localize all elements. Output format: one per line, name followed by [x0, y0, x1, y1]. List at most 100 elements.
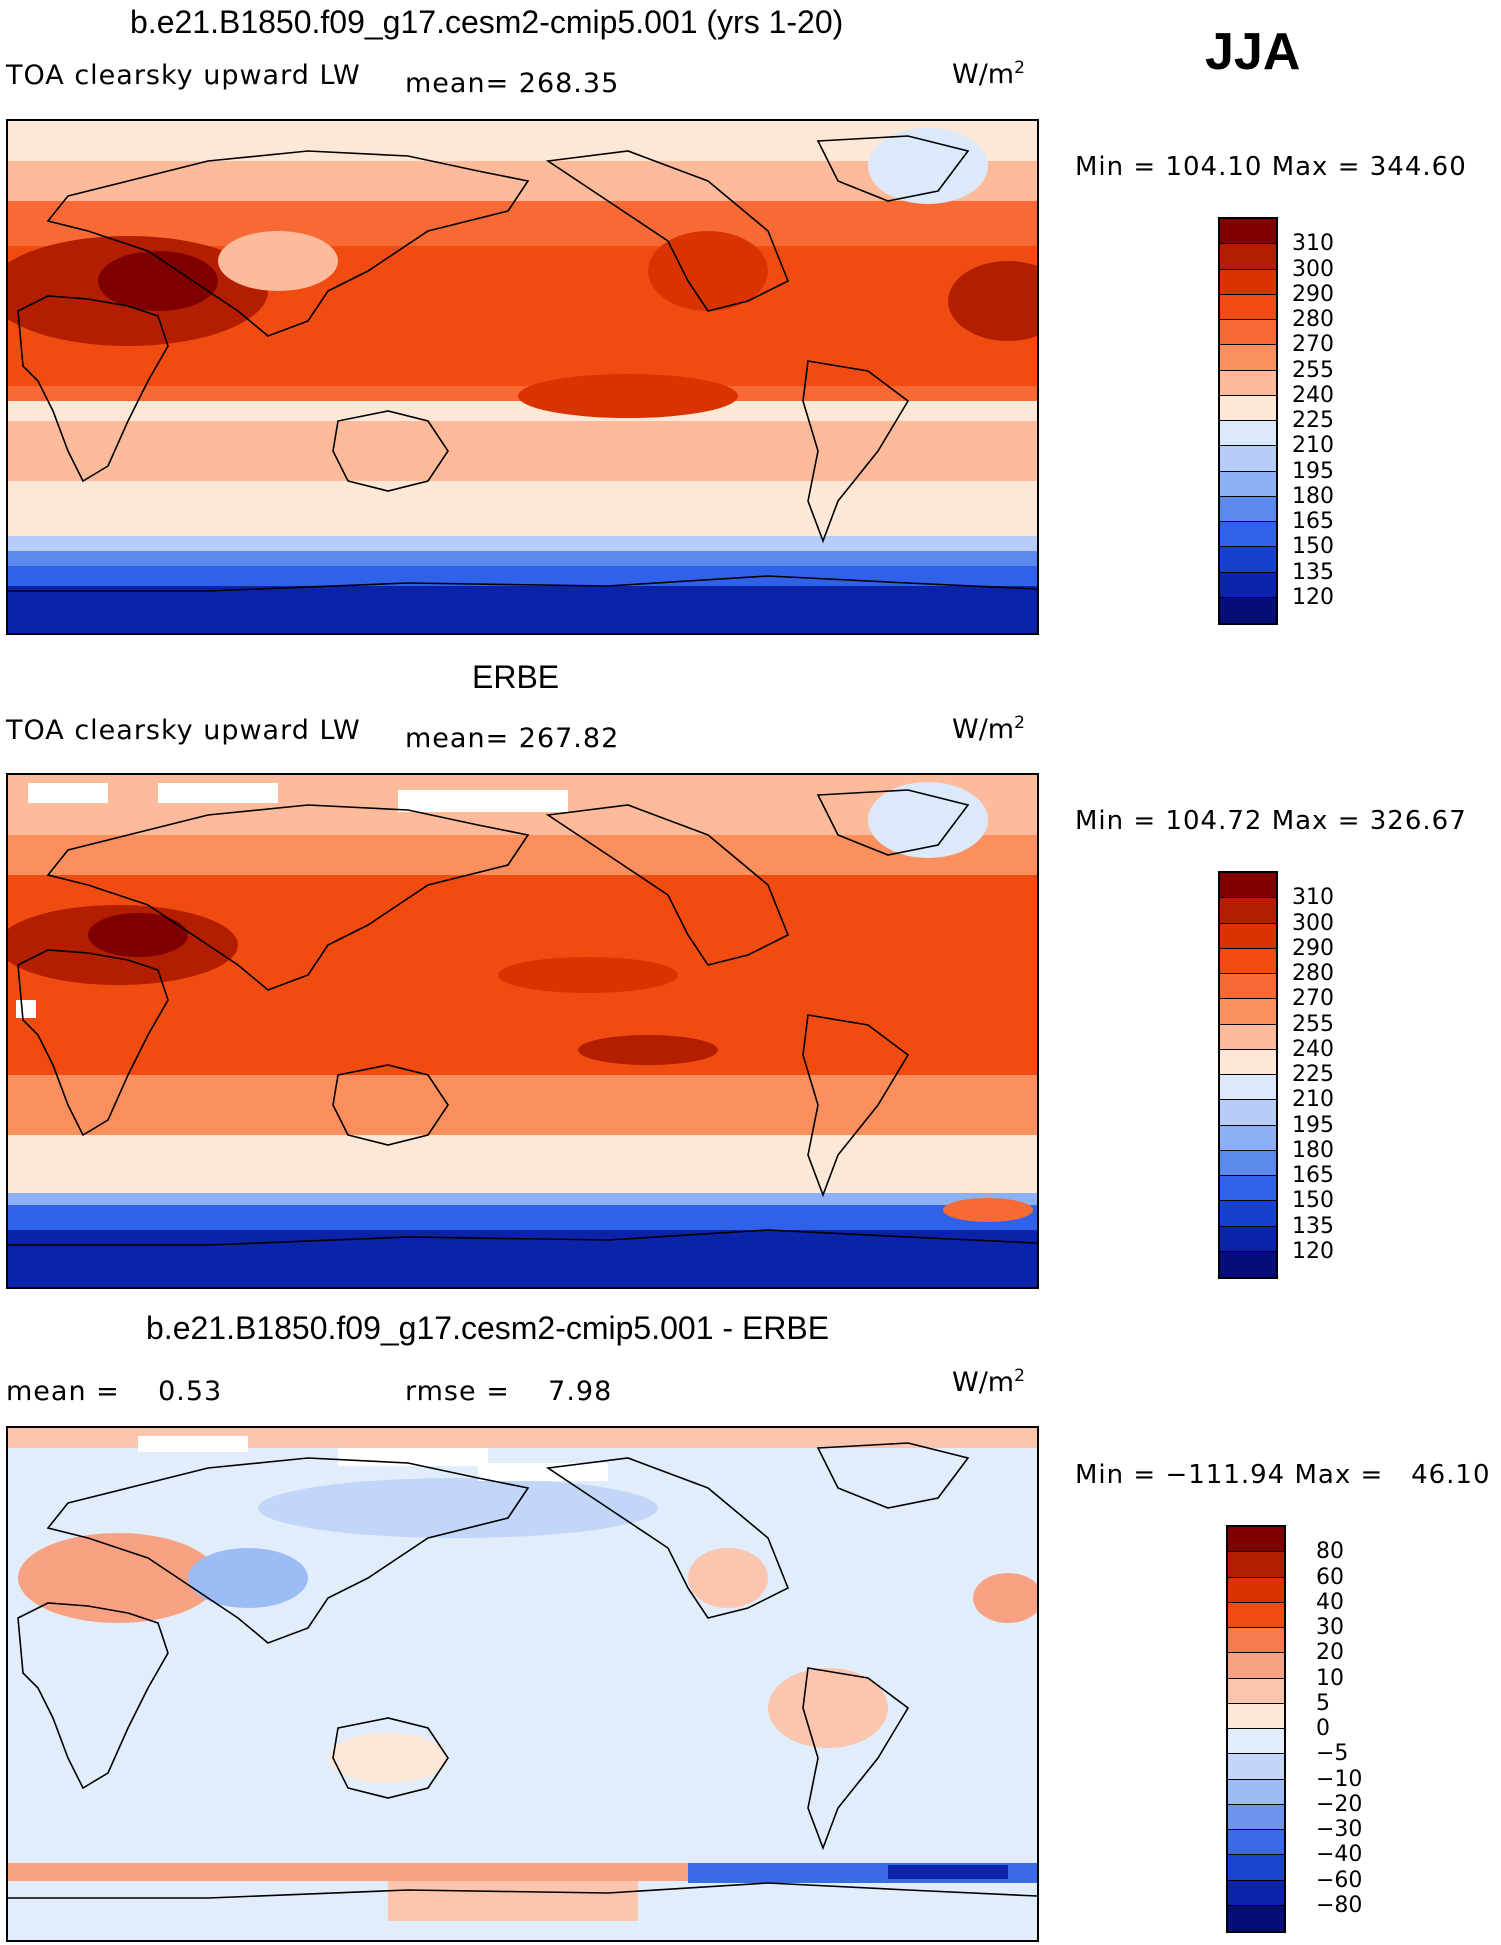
africa-coast — [17, 295, 169, 483]
coastlines — [8, 135, 1037, 592]
colorbar-swatch — [1228, 1830, 1284, 1856]
panel3-colorbar-labels: 80 60 40 30 20 10 5 0 −5 −10 −20 −30 −40 −60 −80 — [1316, 1525, 1436, 1933]
south-america-coast — [802, 1014, 910, 1198]
colorbar-swatch — [1220, 219, 1276, 245]
colorbar-swatch — [1220, 572, 1276, 598]
colorbar-label: −5 — [1316, 1741, 1349, 1767]
panel2-map — [6, 773, 1039, 1289]
band-antarctic-2 — [8, 586, 1037, 633]
colorbar-label: −60 — [1316, 1867, 1363, 1893]
colorbar-label: 0 — [1316, 1716, 1330, 1741]
panel2-map-svg — [8, 775, 1037, 1287]
us-positive — [688, 1548, 768, 1608]
atlantic-positive — [973, 1573, 1037, 1623]
greenland-coast — [816, 1442, 970, 1509]
colorbar-swatch — [1228, 1779, 1284, 1805]
sahara-core — [98, 251, 218, 311]
colorbar-swatch — [1228, 1804, 1284, 1830]
colorbar-label: 225 — [1292, 1062, 1334, 1087]
colorbar-swatch — [1220, 1125, 1276, 1151]
north-america-coast — [545, 150, 790, 312]
south-america-coast — [802, 1667, 910, 1851]
panel1-variable: TOA clearsky upward LW — [6, 60, 361, 91]
colorbar-swatch — [1220, 948, 1276, 974]
colorbar-swatch — [1220, 370, 1276, 396]
colorbar-swatch — [1228, 1653, 1284, 1679]
colorbar-label: 255 — [1292, 357, 1334, 383]
colorbar-swatch — [1220, 923, 1276, 949]
eurasia-coast — [46, 1457, 530, 1644]
colorbar-label: 270 — [1292, 986, 1334, 1012]
colorbar-label: 165 — [1292, 509, 1334, 534]
colorbar-swatch — [1228, 1703, 1284, 1729]
colorbar-swatch — [1220, 1075, 1276, 1101]
pacific-warm-patch — [578, 1035, 718, 1065]
missing-data-3 — [398, 790, 568, 812]
colorbar-swatch — [1220, 446, 1276, 472]
colorbar-label: 195 — [1292, 458, 1334, 484]
band-sub-antarctic-1 — [8, 536, 1037, 551]
colorbar-label: 120 — [1292, 584, 1334, 610]
band-south-mid — [8, 1075, 1037, 1135]
colorbar-swatch — [1220, 1176, 1276, 1202]
greenland-coast — [816, 789, 970, 856]
colorbar-label: 270 — [1292, 332, 1334, 358]
atlantic-hot — [948, 261, 1037, 341]
colorbar-swatch — [1220, 1024, 1276, 1050]
panel2-variable: TOA clearsky upward LW — [6, 715, 361, 746]
south-atlantic-strong-negative — [888, 1865, 1008, 1879]
colorbar-label: 120 — [1292, 1238, 1334, 1264]
north-africa-positive — [18, 1533, 218, 1623]
panel3-map-svg — [8, 1428, 1037, 1940]
band-south-high — [8, 481, 1037, 536]
colorbar-swatch — [1220, 294, 1276, 320]
colorbar-label: 60 — [1316, 1564, 1344, 1590]
season-label: JJA — [1205, 23, 1301, 81]
southwest-us-hot — [648, 231, 768, 311]
panel3-mean: mean = 0.53 — [6, 1376, 223, 1407]
band-arctic-positive — [8, 1428, 1037, 1448]
north-pacific-negative — [258, 1478, 658, 1538]
colorbar-swatch — [1220, 974, 1276, 1000]
band-sub-antarctic-2 — [8, 1205, 1037, 1230]
tibet-cool — [218, 231, 338, 291]
colorbar-swatch — [1220, 1226, 1276, 1252]
sahara-core — [88, 913, 188, 957]
band-south-mid — [8, 421, 1037, 481]
colorbar-label: 300 — [1292, 256, 1334, 282]
panel1-title: b.e21.B1850.f09_g17.cesm2-cmip5.001 (yrs… — [130, 4, 844, 40]
panel3-title: b.e21.B1850.f09_g17.cesm2-cmip5.001 - ER… — [146, 1310, 830, 1346]
australia-neutral — [328, 1733, 448, 1783]
panel1-map-svg — [8, 121, 1037, 633]
panel1-map — [6, 119, 1039, 635]
colorbar-swatch — [1220, 1049, 1276, 1075]
colorbar-label: 310 — [1292, 885, 1334, 911]
colorbar-swatch — [1220, 496, 1276, 522]
colorbar-swatch — [1220, 421, 1276, 447]
antarctica-coast — [8, 575, 1037, 592]
panel2-units: W/m2 — [952, 713, 1025, 745]
panel1-colorbar-labels: 310 300 290 280 270 255 240 225 210 195 180 165 150 1… — [1292, 217, 1412, 625]
panel2-mean: mean= 267.82 — [405, 723, 620, 754]
colorbar-label: 180 — [1292, 483, 1334, 509]
colorbar-label: 225 — [1292, 408, 1334, 433]
antarctica-coast — [8, 1229, 1037, 1246]
colorbar-label: −10 — [1316, 1766, 1363, 1792]
colorbar-swatch — [1220, 345, 1276, 371]
colorbar-swatch — [1228, 1602, 1284, 1628]
colorbar-label: 195 — [1292, 1112, 1334, 1138]
colorbar-label: 280 — [1292, 961, 1334, 986]
colorbar-label: 240 — [1292, 1036, 1334, 1062]
colorbar-swatch — [1220, 898, 1276, 924]
panel3-rmse: rmse = 7.98 — [405, 1376, 613, 1407]
colorbar-swatch — [1220, 597, 1276, 623]
australia-coast — [332, 410, 449, 492]
south-atlantic-warm-patch — [943, 1198, 1033, 1222]
missing-data-1 — [138, 1436, 248, 1452]
panel3-units: W/m2 — [952, 1366, 1025, 1398]
missing-data-2 — [158, 783, 278, 803]
colorbar-label: 135 — [1292, 1213, 1334, 1239]
colorbar-label: 5 — [1316, 1690, 1330, 1716]
colorbar-label: −40 — [1316, 1842, 1363, 1868]
band-antarctic-1 — [8, 566, 1037, 586]
